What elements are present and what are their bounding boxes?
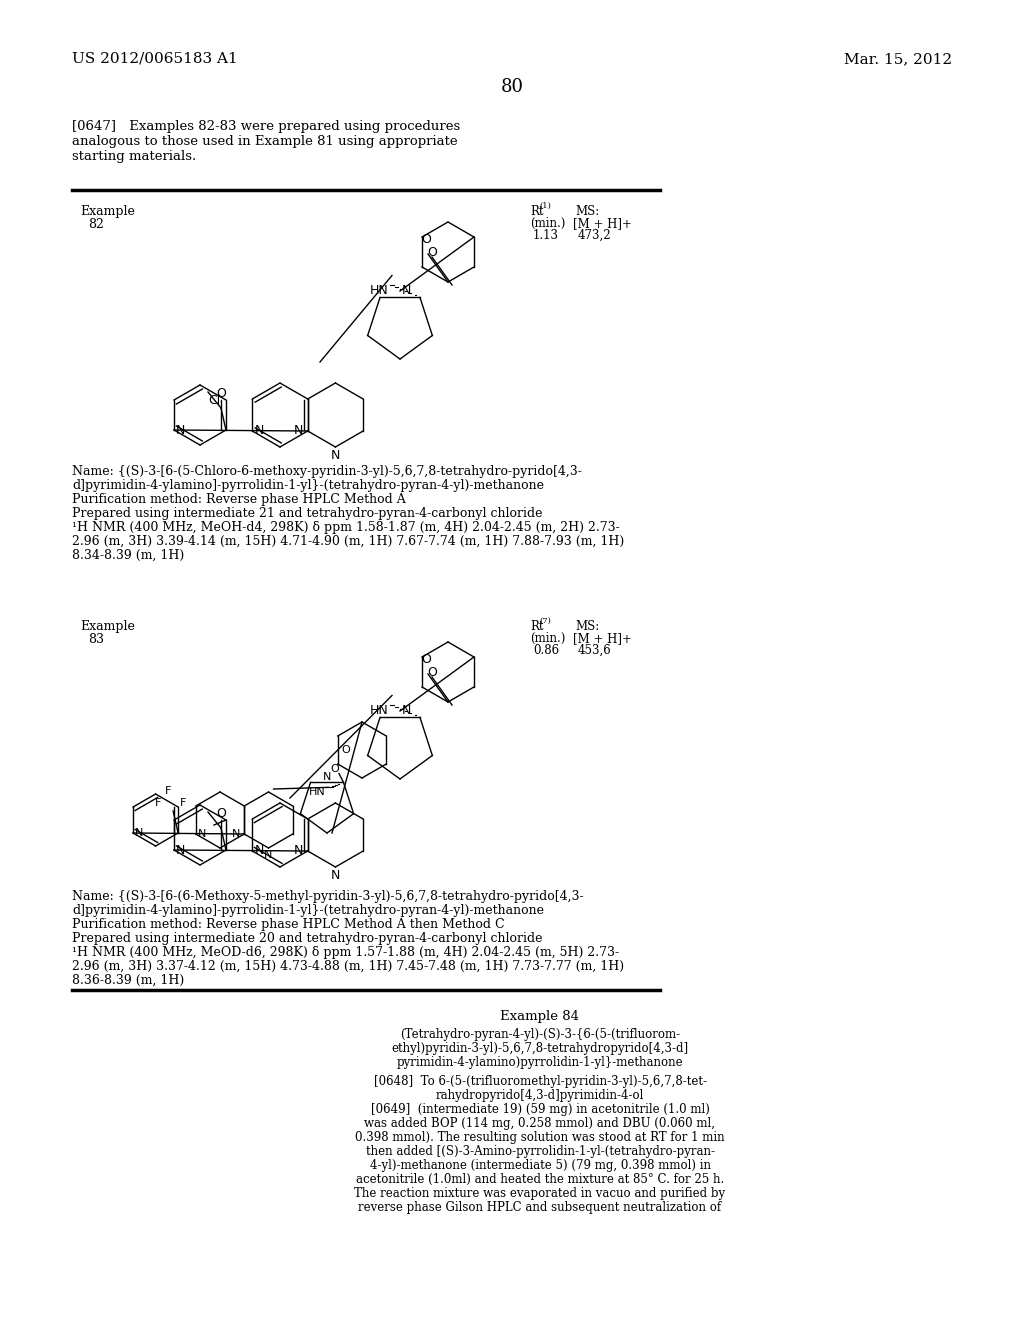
Text: N: N — [254, 845, 263, 858]
Text: O: O — [421, 653, 431, 667]
Text: 0.86: 0.86 — [534, 644, 559, 657]
Text: F: F — [155, 799, 162, 808]
Text: Example 84: Example 84 — [501, 1010, 580, 1023]
Text: 453,6: 453,6 — [578, 644, 611, 657]
Text: 80: 80 — [501, 78, 523, 96]
Text: 83: 83 — [88, 634, 104, 645]
Text: 4-yl)-methanone (intermediate 5) (79 mg, 0.398 mmol) in: 4-yl)-methanone (intermediate 5) (79 mg,… — [370, 1159, 711, 1172]
Text: pyrimidin-4-ylamino)pyrrolidin-1-yl}-methanone: pyrimidin-4-ylamino)pyrrolidin-1-yl}-met… — [396, 1056, 683, 1069]
Text: d]pyrimidin-4-ylamino]-pyrrolidin-1-yl}-(tetrahydro-pyran-4-yl)-methanone: d]pyrimidin-4-ylamino]-pyrrolidin-1-yl}-… — [72, 479, 544, 492]
Text: N: N — [293, 845, 303, 858]
Text: Purification method: Reverse phase HPLC Method A: Purification method: Reverse phase HPLC … — [72, 492, 406, 506]
Text: N: N — [176, 424, 185, 437]
Text: N: N — [402, 285, 412, 297]
Text: O: O — [427, 665, 437, 678]
Text: Mar. 15, 2012: Mar. 15, 2012 — [844, 51, 952, 66]
Text: 8.36-8.39 (m, 1H): 8.36-8.39 (m, 1H) — [72, 974, 184, 987]
Text: Example: Example — [80, 620, 135, 634]
Text: O: O — [216, 807, 226, 820]
Text: Name: {(S)-3-[6-(6-Methoxy-5-methyl-pyridin-3-yl)-5,6,7,8-tetrahydro-pyrido[4,3-: Name: {(S)-3-[6-(6-Methoxy-5-methyl-pyri… — [72, 890, 584, 903]
Text: MS:: MS: — [575, 620, 599, 634]
Text: MS:: MS: — [575, 205, 599, 218]
Text: Rt: Rt — [530, 205, 544, 218]
Text: N: N — [135, 828, 143, 838]
Text: rahydropyrido[4,3-d]pyrimidin-4-ol: rahydropyrido[4,3-d]pyrimidin-4-ol — [436, 1089, 644, 1102]
Text: 1.13: 1.13 — [534, 228, 559, 242]
Text: N: N — [323, 772, 331, 781]
Text: 473,2: 473,2 — [578, 228, 611, 242]
Text: N: N — [264, 850, 272, 861]
Text: N: N — [254, 425, 263, 437]
Text: N: N — [331, 869, 340, 882]
Text: 82: 82 — [88, 218, 103, 231]
Text: (Tetrahydro-pyran-4-yl)-(S)-3-{6-(5-(trifluorom-: (Tetrahydro-pyran-4-yl)-(S)-3-{6-(5-(tri… — [400, 1028, 680, 1041]
Text: N: N — [402, 705, 412, 718]
Text: analogous to those used in Example 81 using appropriate: analogous to those used in Example 81 us… — [72, 135, 458, 148]
Text: The reaction mixture was evaporated in vacuo and purified by: The reaction mixture was evaporated in v… — [354, 1187, 726, 1200]
Text: [0649]  (intermediate 19) (59 mg) in acetonitrile (1.0 ml): [0649] (intermediate 19) (59 mg) in acet… — [371, 1104, 710, 1115]
Text: Prepared using intermediate 20 and tetrahydro-pyran-4-carbonyl chloride: Prepared using intermediate 20 and tetra… — [72, 932, 543, 945]
Text: [M + H]+: [M + H]+ — [573, 216, 632, 230]
Text: Name: {(S)-3-[6-(5-Chloro-6-methoxy-pyridin-3-yl)-5,6,7,8-tetrahydro-pyrido[4,3-: Name: {(S)-3-[6-(5-Chloro-6-methoxy-pyri… — [72, 465, 582, 478]
Text: F: F — [165, 785, 171, 796]
Text: (1): (1) — [539, 202, 551, 210]
Text: [0648]  To 6-(5-(trifluoromethyl-pyridin-3-yl)-5,6,7,8-tet-: [0648] To 6-(5-(trifluoromethyl-pyridin-… — [374, 1074, 707, 1088]
Text: ¹H NMR (400 MHz, MeOH-d4, 298K) δ ppm 1.58-1.87 (m, 4H) 2.04-2.45 (m, 2H) 2.73-: ¹H NMR (400 MHz, MeOH-d4, 298K) δ ppm 1.… — [72, 521, 620, 535]
Text: d]pyrimidin-4-ylamino]-pyrrolidin-1-yl}-(tetrahydro-pyran-4-yl)-methanone: d]pyrimidin-4-ylamino]-pyrrolidin-1-yl}-… — [72, 904, 544, 917]
Text: HN: HN — [308, 787, 326, 797]
Text: [0647] Examples 82-83 were prepared using procedures: [0647] Examples 82-83 were prepared usin… — [72, 120, 460, 133]
Text: 0.398 mmol). The resulting solution was stood at RT for 1 min: 0.398 mmol). The resulting solution was … — [355, 1131, 725, 1144]
Text: N: N — [331, 449, 340, 462]
Text: [M + H]+: [M + H]+ — [573, 632, 632, 645]
Text: (7): (7) — [539, 616, 551, 624]
Text: HN: HN — [370, 704, 389, 717]
Text: Prepared using intermediate 21 and tetrahydro-pyran-4-carbonyl chloride: Prepared using intermediate 21 and tetra… — [72, 507, 543, 520]
Text: (min.): (min.) — [530, 216, 565, 230]
Text: reverse phase Gilson HPLC and subsequent neutralization of: reverse phase Gilson HPLC and subsequent… — [358, 1201, 722, 1214]
Text: O: O — [427, 246, 437, 259]
Text: O: O — [216, 387, 226, 400]
Text: was added BOP (114 mg, 0.258 mmol) and DBU (0.060 ml,: was added BOP (114 mg, 0.258 mmol) and D… — [365, 1117, 716, 1130]
Text: O: O — [421, 234, 431, 246]
Text: starting materials.: starting materials. — [72, 150, 197, 162]
Text: ethyl)pyridin-3-yl)-5,6,7,8-tetrahydropyrido[4,3-d]: ethyl)pyridin-3-yl)-5,6,7,8-tetrahydropy… — [391, 1041, 688, 1055]
Text: N: N — [198, 829, 206, 840]
Text: Cl: Cl — [209, 393, 221, 407]
Text: Rt: Rt — [530, 620, 544, 634]
Text: O: O — [342, 744, 350, 755]
Text: F: F — [180, 799, 186, 808]
Text: (min.): (min.) — [530, 632, 565, 645]
Text: Example: Example — [80, 205, 135, 218]
Text: acetonitrile (1.0ml) and heated the mixture at 85° C. for 25 h.: acetonitrile (1.0ml) and heated the mixt… — [356, 1173, 724, 1185]
Text: N: N — [176, 843, 185, 857]
Text: 2.96 (m, 3H) 3.37-4.12 (m, 15H) 4.73-4.88 (m, 1H) 7.45-7.48 (m, 1H) 7.73-7.77 (m: 2.96 (m, 3H) 3.37-4.12 (m, 15H) 4.73-4.8… — [72, 960, 624, 973]
Text: O: O — [331, 764, 339, 775]
Text: N: N — [231, 829, 241, 840]
Text: 2.96 (m, 3H) 3.39-4.14 (m, 15H) 4.71-4.90 (m, 1H) 7.67-7.74 (m, 1H) 7.88-7.93 (m: 2.96 (m, 3H) 3.39-4.14 (m, 15H) 4.71-4.9… — [72, 535, 625, 548]
Text: ¹H NMR (400 MHz, MeOD-d6, 298K) δ ppm 1.57-1.88 (m, 4H) 2.04-2.45 (m, 5H) 2.73-: ¹H NMR (400 MHz, MeOD-d6, 298K) δ ppm 1.… — [72, 946, 620, 960]
Text: US 2012/0065183 A1: US 2012/0065183 A1 — [72, 51, 238, 66]
Text: N: N — [293, 425, 303, 437]
Text: then added [(S)-3-Amino-pyrrolidin-1-yl-(tetrahydro-pyran-: then added [(S)-3-Amino-pyrrolidin-1-yl-… — [366, 1144, 715, 1158]
Text: 8.34-8.39 (m, 1H): 8.34-8.39 (m, 1H) — [72, 549, 184, 562]
Text: Purification method: Reverse phase HPLC Method A then Method C: Purification method: Reverse phase HPLC … — [72, 917, 505, 931]
Text: HN: HN — [370, 284, 389, 297]
